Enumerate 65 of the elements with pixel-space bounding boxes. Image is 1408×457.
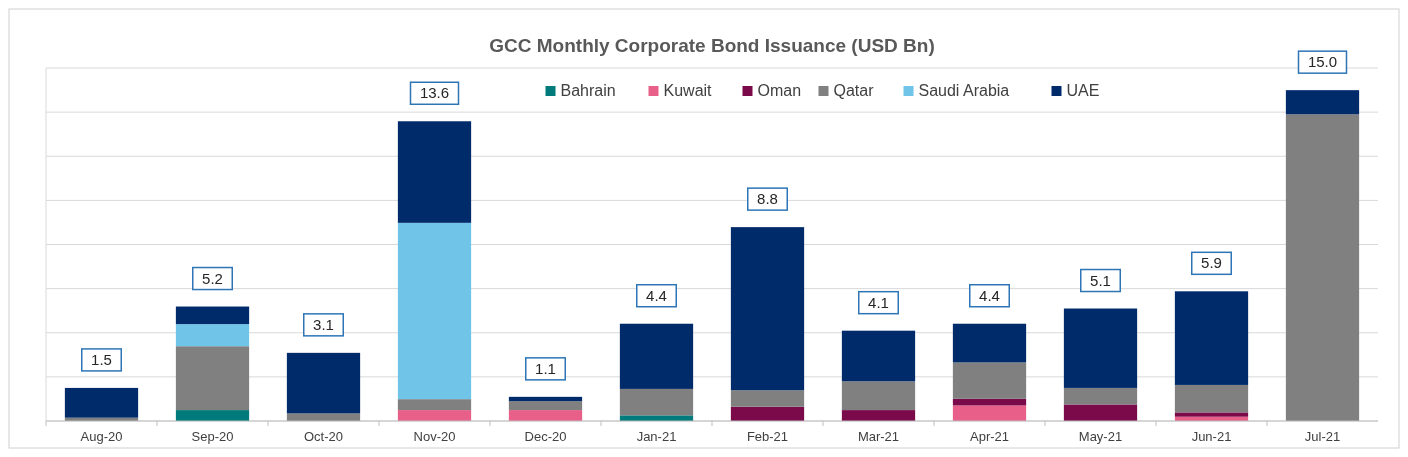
x-tick-label: Oct-20	[303, 429, 344, 444]
annotation: 4.4	[979, 286, 1000, 304]
bar	[952, 323, 1027, 363]
x-tick-label: Dec-20	[524, 429, 567, 444]
bar	[286, 352, 361, 414]
legend-label: Saudi Arabia	[918, 82, 1010, 99]
chart-title: GCC Monthly Corporate Bond Issuance (USD Bn)	[489, 35, 935, 56]
bar	[1174, 291, 1249, 385]
legend-label: Qatar	[833, 82, 875, 99]
bar	[1063, 387, 1138, 405]
x-tick-label: Jul-21	[1304, 429, 1341, 444]
bar	[508, 401, 583, 411]
annotation: 8.8	[757, 190, 778, 208]
bar	[508, 410, 583, 421]
bar	[397, 222, 472, 400]
text: 15.0	[1307, 53, 1338, 71]
bar	[64, 387, 139, 418]
annotation: 5.1	[1090, 271, 1111, 289]
x-tick-label: Jun-21	[1191, 429, 1232, 444]
bar	[952, 362, 1027, 399]
x-tick-label: Feb-21	[746, 429, 789, 444]
x-tick-label: Aug-20	[80, 429, 123, 444]
bar	[619, 388, 694, 416]
bar	[175, 410, 250, 421]
x-tick-label: Nov-20	[413, 429, 456, 444]
annotation: 1.5	[91, 350, 112, 368]
annotation: 3.1	[313, 315, 334, 333]
bar	[175, 306, 250, 325]
legend-label: Bahrain	[560, 82, 616, 99]
annotation: 5.9	[1201, 254, 1222, 272]
bar	[508, 396, 583, 402]
bar	[730, 227, 805, 391]
bar	[175, 324, 250, 347]
bar	[1174, 412, 1249, 417]
annotation: 4.4	[646, 286, 667, 304]
bar	[1285, 90, 1360, 115]
bar	[1285, 114, 1360, 421]
x-tick-label: May-21	[1078, 429, 1123, 444]
x-tick-label: Apr-21	[969, 429, 1010, 444]
x-tick-label: Jan-21	[636, 429, 677, 444]
annotation: 13.6	[419, 84, 450, 102]
legend-label: UAE	[1066, 82, 1100, 99]
annotation: 5.2	[202, 269, 223, 287]
bar	[841, 410, 916, 421]
bar	[952, 405, 1027, 421]
bar	[730, 406, 805, 421]
bar	[1063, 404, 1138, 421]
bar	[397, 121, 472, 223]
annotation: 4.1	[868, 293, 889, 311]
bar	[619, 323, 694, 389]
legend-label: Oman	[757, 82, 802, 99]
bar	[952, 398, 1027, 406]
bar	[841, 330, 916, 382]
bar	[397, 399, 472, 411]
x-tick-label: Mar-21	[857, 429, 900, 444]
bar	[730, 390, 805, 407]
x-tick-label: Sep-20	[191, 429, 234, 444]
bar	[1063, 308, 1138, 388]
bar	[1174, 384, 1249, 413]
annotation: 1.1	[535, 359, 556, 377]
bar	[841, 381, 916, 411]
legend-label: Kuwait	[663, 82, 713, 99]
bar	[286, 413, 361, 421]
bar	[397, 410, 472, 421]
bar	[175, 346, 250, 411]
